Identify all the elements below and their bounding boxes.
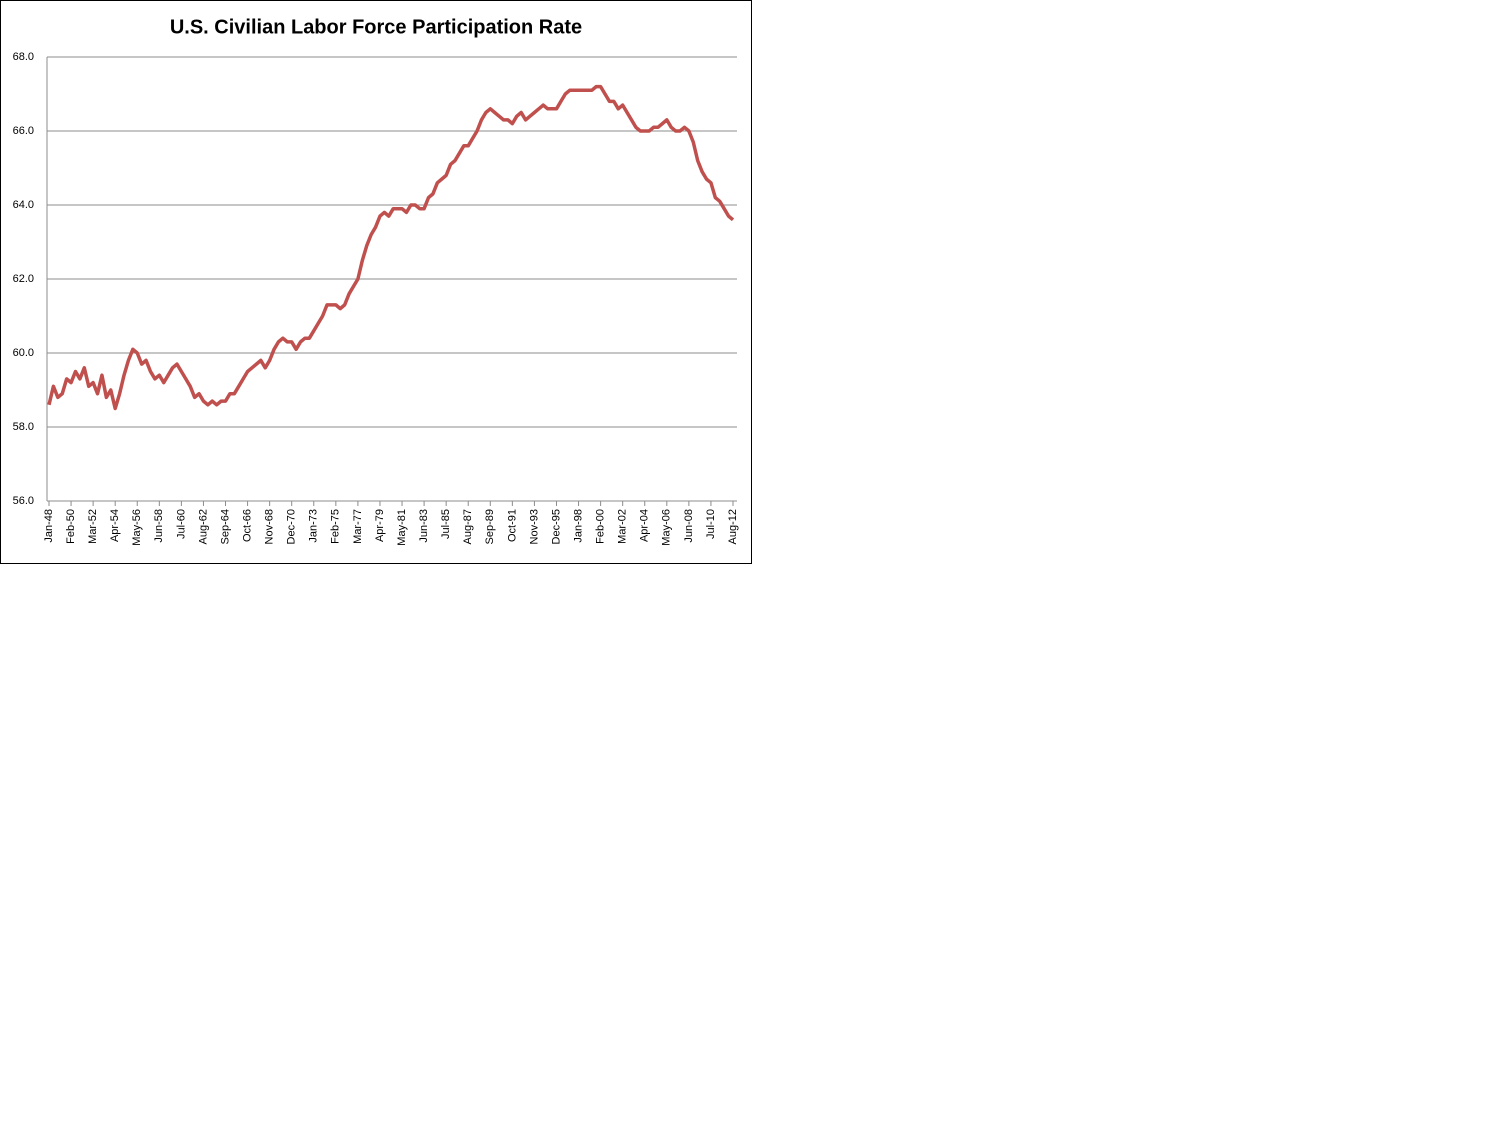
x-tick-label: Jun-08 [683,509,695,543]
x-tick-label: Feb-50 [65,509,77,544]
x-tick-label: Aug-12 [727,509,739,544]
x-tick-label: Jun-58 [153,509,165,543]
x-tick-label: Dec-95 [550,509,562,544]
chart-title: U.S. Civilian Labor Force Participation … [170,16,582,38]
y-tick-label: 58.0 [13,421,34,433]
chart-border [0,0,752,564]
x-tick-label: May-06 [661,509,673,546]
y-tick-label: 66.0 [13,125,34,137]
x-tick-label: Jul-60 [175,509,187,539]
x-tick-label: Feb-75 [330,509,342,544]
x-tick-label: Oct-66 [241,509,253,542]
x-tick-label: Jul-10 [705,509,717,539]
x-tick-label: Apr-54 [109,509,121,542]
x-tick-label: Oct-91 [506,509,518,542]
y-tick-label: 56.0 [13,495,34,507]
x-tick-label: Jun-83 [418,509,430,543]
x-tick-label: Aug-87 [462,509,474,544]
y-tick-label: 60.0 [13,347,34,359]
y-tick-label: 62.0 [13,273,34,285]
x-tick-label: Sep-64 [219,509,231,544]
x-tick-label: Feb-00 [595,509,607,544]
x-tick-label: Jan-73 [308,509,320,543]
chart: U.S. Civilian Labor Force Participation … [0,0,752,564]
x-tick-label: Jan-98 [572,509,584,543]
y-tick-label: 64.0 [13,199,34,211]
x-tick-label: Aug-62 [197,509,209,544]
y-tick-label: 68.0 [13,51,34,63]
x-tick-label: Apr-04 [639,509,651,542]
data-line [47,84,735,411]
x-tick-label: Dec-70 [286,509,298,544]
x-tick-label: Mar-02 [617,509,629,544]
x-tick-label: Nov-93 [528,509,540,544]
x-tick-label: Mar-77 [352,509,364,544]
x-tick-label: Jan-48 [43,509,55,543]
x-tick-label: Nov-68 [264,509,276,544]
x-tick-label: Jul-85 [440,509,452,539]
x-tick-label: Sep-89 [484,509,496,544]
x-tick-label: Apr-79 [374,509,386,542]
x-tick-label: May-81 [396,509,408,546]
x-tick-label: Mar-52 [87,509,99,544]
x-tick-label: May-56 [131,509,143,546]
